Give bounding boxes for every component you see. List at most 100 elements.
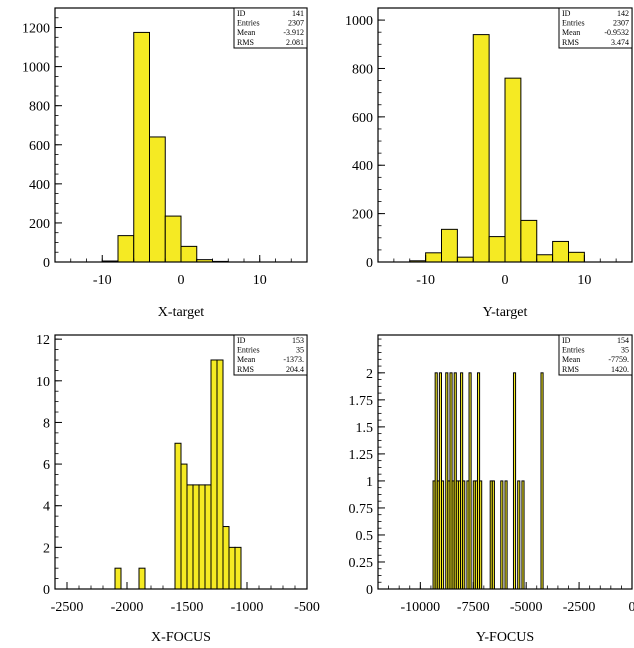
x-tick-label: -10 <box>93 273 112 288</box>
stats-key: Entries <box>562 19 585 28</box>
histogram-bar <box>521 480 525 590</box>
x-axis-label: Y-FOCUS <box>476 630 534 645</box>
stats-key: Mean <box>237 28 255 37</box>
histogram-bar <box>504 77 522 263</box>
y-tick-label: 1.25 <box>349 448 374 463</box>
histogram-bar <box>472 34 490 263</box>
stats-box <box>558 334 633 376</box>
stats-key: Entries <box>237 19 260 28</box>
stats-key: ID <box>237 9 246 18</box>
histogram-bar <box>517 480 521 590</box>
x-tick-label: -1500 <box>171 600 204 615</box>
stats-key: Mean <box>562 28 580 37</box>
y-tick-label: 400 <box>352 159 373 174</box>
histogram-bar <box>520 219 538 263</box>
y-tick-label: 1000 <box>22 61 50 76</box>
y-tick-label: 0 <box>366 583 373 598</box>
y-tick-label: 2 <box>366 367 373 382</box>
histogram-bar <box>180 463 188 590</box>
y-tick-label: 400 <box>29 178 50 193</box>
stats-value: 2307 <box>613 19 629 28</box>
histogram-bar <box>456 256 474 263</box>
stats-key: ID <box>562 336 571 345</box>
histogram-bar <box>180 245 198 263</box>
histogram-bar <box>198 484 206 590</box>
stats-value: 3.474 <box>611 38 629 47</box>
stats-key: RMS <box>562 365 579 374</box>
x-axis-label: X-target <box>158 305 204 320</box>
y-tick-label: 1.5 <box>356 421 374 436</box>
y-tick-label: 1.75 <box>349 394 374 409</box>
histogram-bar <box>500 480 504 590</box>
y-tick-label: 1000 <box>345 14 373 29</box>
histogram-panel-4: 0 0.25 0.5 0.75 1 1.25 1.5 1.75 2 -10000 -7500 -500… <box>349 334 634 645</box>
stats-value: 142 <box>617 9 629 18</box>
y-tick-label: 6 <box>43 458 50 473</box>
histogram-bar <box>552 240 569 263</box>
histogram-bar <box>504 480 508 590</box>
histogram-bar <box>138 567 146 590</box>
x-tick-label: -500 <box>294 600 320 615</box>
stats-value: -0.9532 <box>604 28 629 37</box>
histogram-bar <box>114 567 122 590</box>
stats-value: 35 <box>621 346 629 355</box>
stats-box <box>233 334 308 376</box>
y-tick-label: 800 <box>352 62 373 77</box>
x-tick-label: -10 <box>416 273 435 288</box>
stats-value: 2307 <box>288 19 304 28</box>
stats-key: Mean <box>562 355 580 364</box>
plot-frame <box>54 334 308 590</box>
histogram-bar <box>234 546 242 590</box>
y-tick-label: 12 <box>36 333 50 348</box>
histogram-bar <box>133 31 150 263</box>
y-tick-label: 0 <box>43 583 50 598</box>
stats-value: 35 <box>296 346 304 355</box>
x-tick-label: 0 <box>178 273 185 288</box>
histogram-bar <box>568 251 585 263</box>
y-tick-label: 0.25 <box>349 556 374 571</box>
histogram-bar <box>441 480 445 590</box>
histogram-bar <box>204 484 212 590</box>
x-tick-label: 10 <box>577 273 591 288</box>
histogram-panel-2: 0 200 400 600 800 1000 -10 0 10 Y-target ID 142 Entr… <box>345 7 633 320</box>
histogram-bar <box>491 480 495 590</box>
histogram-bar <box>117 235 135 263</box>
x-tick-label: -10000 <box>400 600 440 615</box>
histogram-bar <box>536 254 554 263</box>
x-axis-label: X-FOCUS <box>151 630 211 645</box>
stats-key: RMS <box>562 38 579 47</box>
x-tick-label: -2500 <box>51 600 84 615</box>
stats-value: -7759. <box>608 355 629 364</box>
x-tick-label: -2000 <box>111 600 144 615</box>
y-tick-label: 1200 <box>22 22 50 37</box>
stats-key: RMS <box>237 38 254 47</box>
y-tick-label: 600 <box>352 111 373 126</box>
histogram-bar <box>192 484 200 590</box>
histogram-bar <box>479 480 483 590</box>
x-tick-label: 0 <box>629 600 634 615</box>
y-tick-label: 8 <box>43 416 50 431</box>
stats-box <box>558 7 633 49</box>
x-tick-label: -7500 <box>457 600 490 615</box>
stats-value: -3.912 <box>283 28 304 37</box>
histogram-bar <box>210 359 218 590</box>
x-tick-label: -1000 <box>231 600 264 615</box>
histogram-bar <box>512 372 517 590</box>
histogram-panel-3: 0 2 4 6 8 10 12 -2500 -2000 -1500 -1000 -500 X-FOCUS… <box>36 333 320 645</box>
x-tick-label: -5000 <box>510 600 543 615</box>
x-tick-label: 0 <box>502 273 509 288</box>
histogram-bar <box>186 484 194 590</box>
histogram-bar <box>462 480 466 590</box>
y-tick-label: 200 <box>29 217 50 232</box>
x-tick-label: -2500 <box>563 600 596 615</box>
histogram-bar <box>425 252 442 263</box>
stats-box <box>233 7 308 49</box>
y-tick-label: 4 <box>43 500 50 515</box>
y-tick-label: 0.5 <box>356 529 374 544</box>
histogram-bar <box>216 359 224 590</box>
histogram-bar <box>441 228 458 263</box>
stats-value: 2.081 <box>286 38 304 47</box>
stats-value: 204.4 <box>286 365 304 374</box>
stats-key: RMS <box>237 365 254 374</box>
